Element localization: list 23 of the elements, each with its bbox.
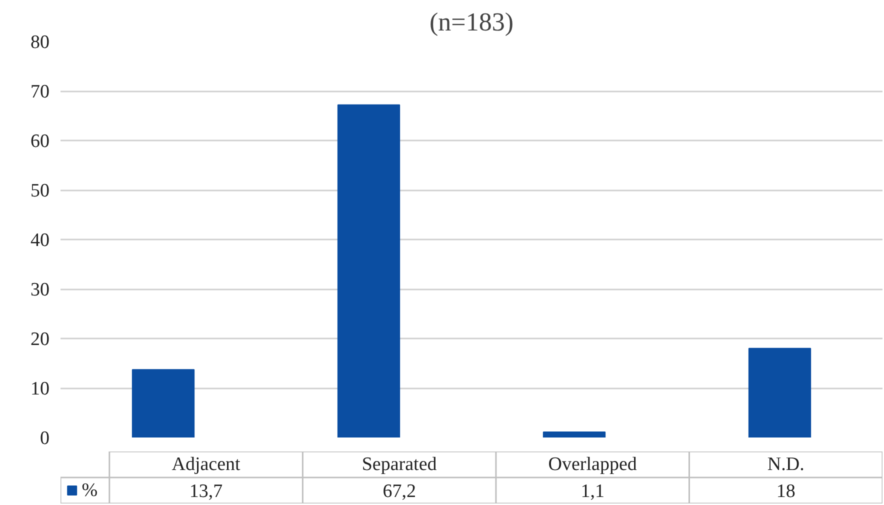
bar	[337, 104, 400, 438]
y-tick-label: 50	[30, 180, 50, 202]
x-tick-label: Adjacent	[172, 454, 242, 475]
y-tick-label: 70	[30, 82, 50, 102]
y-tick-label: 40	[30, 230, 50, 251]
x-tick-label: N.D.	[767, 454, 804, 475]
y-tick-label: 30	[30, 280, 50, 300]
y-tick-label: 80	[30, 32, 50, 53]
data-label: 13,7	[189, 481, 223, 502]
data-label: 67,2	[382, 481, 416, 502]
chart-title: (n=183)	[430, 8, 514, 36]
x-tick-label: Overlapped	[548, 454, 638, 475]
data-label: 18	[776, 481, 796, 502]
bar	[132, 369, 195, 438]
y-tick-label: 60	[30, 131, 50, 152]
legend-label: %	[82, 480, 98, 501]
bar	[748, 348, 812, 438]
data-label: 1,1	[580, 481, 604, 502]
y-tick-label: 20	[30, 329, 50, 350]
y-tick-label: 10	[30, 378, 50, 400]
bar	[542, 432, 606, 438]
x-tick-label: Separated	[362, 454, 438, 475]
y-tick-label: 0	[40, 428, 50, 449]
